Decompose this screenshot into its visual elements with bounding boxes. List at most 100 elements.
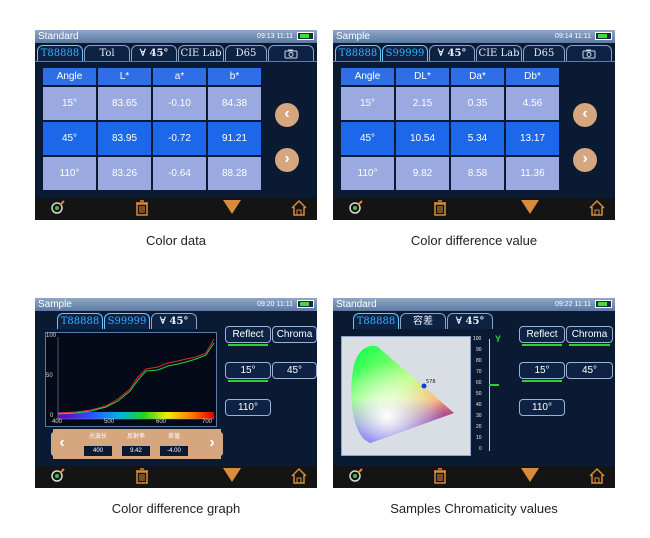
window-title: Standard xyxy=(336,299,377,310)
home-icon[interactable] xyxy=(586,199,608,218)
measure-icon[interactable] xyxy=(345,468,367,486)
x-tick: 700 xyxy=(202,419,213,425)
table-row: 45° 83.95 -0.72 91.21 xyxy=(43,122,261,155)
home-icon[interactable] xyxy=(586,467,608,486)
reflect-button[interactable]: Reflect xyxy=(519,326,565,346)
y-tick: 80 xyxy=(476,358,482,364)
measure-icon[interactable] xyxy=(345,200,367,218)
dropdown-arrow-icon[interactable] xyxy=(519,468,541,486)
table-row: 110° 9.82 8.58 11.36 xyxy=(341,157,559,190)
delete-icon[interactable] xyxy=(131,468,153,486)
header-angle: Angle xyxy=(341,68,394,85)
measure-icon[interactable] xyxy=(47,200,69,218)
param-label: 差值 xyxy=(167,434,180,440)
tab-illuminant[interactable]: D65 xyxy=(523,45,565,61)
next-page-button[interactable]: › xyxy=(573,148,597,172)
angle-15-button[interactable]: 15° xyxy=(225,362,271,382)
standard-curve xyxy=(57,338,215,414)
tab-camera[interactable] xyxy=(268,45,314,61)
y-tick: 60 xyxy=(476,380,482,386)
tab-angle[interactable]: ∀ 45° xyxy=(151,313,197,329)
prev-wavelength-button[interactable]: ‹ xyxy=(51,432,73,456)
cell: 110° xyxy=(43,157,96,190)
tab-angle[interactable]: ∀ 45° xyxy=(447,313,493,329)
param-difference-value: -4.00 xyxy=(160,446,188,456)
cell: 8.58 xyxy=(451,157,504,190)
header-dl: DL* xyxy=(396,68,449,85)
delete-icon[interactable] xyxy=(131,200,153,218)
cell: 10.54 xyxy=(396,122,449,155)
y-tick: 10 xyxy=(476,435,482,441)
color-data-table: Angle L* a* b* 15° 83.65 -0.10 84.38 45°… xyxy=(41,66,263,192)
prev-page-button[interactable]: ‹ xyxy=(275,103,299,127)
cell: 0.35 xyxy=(451,87,504,120)
tab-illuminant[interactable]: D65 xyxy=(225,45,267,61)
cell: 11.36 xyxy=(506,157,559,190)
x-tick: 600 xyxy=(156,419,167,425)
angle-110-button[interactable]: 110° xyxy=(519,399,565,416)
y-tick: 70 xyxy=(476,369,482,375)
clock: 09:13 11:11 xyxy=(257,33,293,40)
next-wavelength-button[interactable]: › xyxy=(201,432,223,456)
angle-110-button[interactable]: 110° xyxy=(225,399,271,416)
next-page-button[interactable]: › xyxy=(275,148,299,172)
header-a: a* xyxy=(153,68,206,85)
color-difference-table: Angle DL* Da* Db* 15° 2.15 0.35 4.56 45°… xyxy=(339,66,561,192)
tab-standard-id[interactable]: T88888 xyxy=(353,313,399,329)
header-db: Db* xyxy=(506,68,559,85)
tab-tolerance[interactable]: Tol xyxy=(84,45,130,61)
cell: 83.65 xyxy=(98,87,151,120)
table-row: 110° 83.26 -0.64 88.28 xyxy=(43,157,261,190)
tab-color-space[interactable]: CIE Lab xyxy=(178,45,224,61)
tab-standard-id[interactable]: T88888 xyxy=(335,45,381,61)
cell: 2.15 xyxy=(396,87,449,120)
header-da: Da* xyxy=(451,68,504,85)
cell: 45° xyxy=(43,122,96,155)
bottom-toolbar xyxy=(333,198,615,220)
measure-icon[interactable] xyxy=(47,468,69,486)
angle-15-button[interactable]: 15° xyxy=(519,362,565,382)
dropdown-arrow-icon[interactable] xyxy=(519,200,541,218)
param-label: 光波长 xyxy=(88,434,107,440)
angle-45-button[interactable]: 45° xyxy=(272,362,317,379)
bottom-toolbar xyxy=(333,466,615,488)
home-icon[interactable] xyxy=(288,467,310,486)
camera-icon xyxy=(284,49,298,59)
y-tick: 90 xyxy=(476,347,482,353)
dropdown-arrow-icon[interactable] xyxy=(221,468,243,486)
cell: 45° xyxy=(341,122,394,155)
tab-standard-id[interactable]: T88888 xyxy=(57,313,103,329)
tab-sample-id[interactable]: S99999 xyxy=(382,45,428,61)
dropdown-arrow-icon[interactable] xyxy=(221,200,243,218)
y-tick: 0 xyxy=(479,446,482,452)
tab-color-space[interactable]: CIE Lab xyxy=(476,45,522,61)
y-tick: 20 xyxy=(476,424,482,430)
table-header: Angle L* a* b* xyxy=(43,68,261,85)
angle-45-button[interactable]: 45° xyxy=(566,362,613,379)
clock: 09:20 11:11 xyxy=(257,301,293,308)
delete-icon[interactable] xyxy=(429,468,451,486)
tab-angle[interactable]: ∀ 45° xyxy=(429,45,475,61)
reflect-button[interactable]: Reflect xyxy=(225,326,271,346)
prev-page-button[interactable]: ‹ xyxy=(573,103,597,127)
tab-tolerance[interactable]: 容差 xyxy=(400,313,446,329)
caption-chromaticity: Samples Chromaticity values xyxy=(390,501,558,516)
tab-sample-id[interactable]: S99999 xyxy=(104,313,150,329)
home-icon[interactable] xyxy=(288,199,310,218)
window-title: Sample xyxy=(38,299,72,310)
delete-icon[interactable] xyxy=(429,200,451,218)
svg-text:578: 578 xyxy=(426,379,436,385)
chroma-button[interactable]: Chroma xyxy=(566,326,613,346)
table-row: 45° 10.54 5.34 13.17 xyxy=(341,122,559,155)
header-l: L* xyxy=(98,68,151,85)
tab-angle[interactable]: ∀ 45° xyxy=(131,45,177,61)
y-axis-label: Y xyxy=(495,334,502,344)
panel-difference-graph: Sample 09:20 11:11 T88888 S99999 ∀ 45° 1… xyxy=(35,298,317,488)
sample-curve xyxy=(57,342,215,415)
y-tick: 50 xyxy=(476,391,482,397)
chroma-button[interactable]: Chroma xyxy=(272,326,317,343)
panel-chromaticity: Standard 09:22 11:11 T88888 容差 ∀ 45° 578… xyxy=(333,298,615,488)
title-bar: Standard 09:22 11:11 xyxy=(333,298,615,311)
tab-camera[interactable] xyxy=(566,45,612,61)
tab-standard-id[interactable]: T88888 xyxy=(37,45,83,61)
